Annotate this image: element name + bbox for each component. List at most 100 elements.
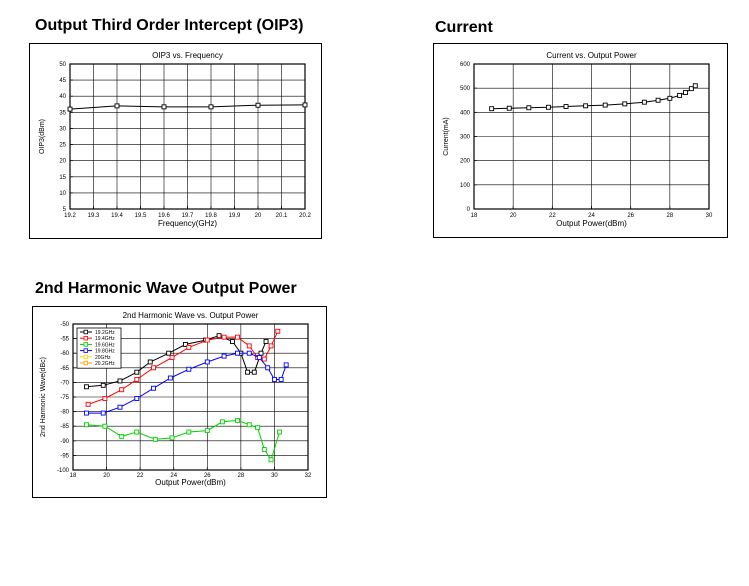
x-tick-label: 30 <box>271 473 278 479</box>
y-tick-label: 35 <box>59 110 66 116</box>
data-point-marker <box>255 425 261 431</box>
x-tick-label: 24 <box>588 213 595 219</box>
data-point-marker <box>268 457 274 463</box>
y-tick-label: 500 <box>460 86 471 92</box>
y-tick-label: -85 <box>60 424 69 430</box>
y-tick-label: -55 <box>60 337 69 343</box>
x-tick-label: 19.6 <box>158 213 170 219</box>
x-tick-label: 20.2 <box>299 213 311 219</box>
x-tick-label: 19.3 <box>88 213 100 219</box>
data-point-marker <box>186 344 192 350</box>
data-point-marker <box>169 435 175 441</box>
y-tick-label: -95 <box>60 453 69 459</box>
x-tick-label: 19.4 <box>111 213 123 219</box>
data-point-marker <box>277 429 282 435</box>
x-axis-label: Output Power(dBm) <box>155 478 226 487</box>
x-tick-label: 32 <box>305 473 312 479</box>
y-tick-label: 40 <box>59 94 66 100</box>
y-tick-label: -80 <box>60 410 69 416</box>
y-tick-label: 50 <box>59 62 66 68</box>
x-tick-label: 19.2 <box>64 213 76 219</box>
y-tick-label: 5 <box>63 207 67 213</box>
data-point-marker <box>275 328 281 334</box>
y-axis-label: Current(mA) <box>443 117 450 156</box>
y-tick-label: 30 <box>59 126 66 132</box>
data-point-marker <box>677 92 683 98</box>
x-tick-label: 28 <box>238 473 245 479</box>
data-point-marker <box>216 333 222 339</box>
x-tick-label: 19.7 <box>182 213 194 219</box>
data-point-marker <box>83 410 89 416</box>
legend-entry: 19.6GHz <box>95 342 115 348</box>
data-point-marker <box>271 377 277 382</box>
y-tick-label: 300 <box>460 135 471 141</box>
data-point-marker <box>151 365 157 371</box>
data-point-marker <box>235 417 240 423</box>
data-point-marker <box>114 103 120 109</box>
data-point-marker <box>256 355 262 361</box>
data-point-marker <box>246 422 252 428</box>
x-axis-label: Frequency(GHz) <box>158 219 217 228</box>
y-tick-label: -60 <box>60 351 69 357</box>
y-tick-label: -70 <box>60 380 69 386</box>
data-point-marker <box>134 369 140 375</box>
y-tick-label: -50 <box>60 322 69 328</box>
y-tick-label: -90 <box>60 439 69 445</box>
x-tick-label: 20 <box>103 473 110 479</box>
data-point-marker <box>134 429 140 435</box>
x-tick-label: 24 <box>170 473 177 479</box>
data-point-marker <box>100 410 106 416</box>
legend-box <box>76 327 122 369</box>
data-point-marker <box>67 106 73 112</box>
data-point-marker <box>119 433 125 439</box>
y-tick-label: 0 <box>467 207 471 213</box>
data-point-marker <box>622 101 628 107</box>
data-point-marker <box>102 396 108 401</box>
x-tick-label: 30 <box>706 213 713 219</box>
legend-swatch-marker <box>83 335 88 341</box>
data-point-marker <box>261 447 267 453</box>
data-point-marker <box>258 350 264 356</box>
legend-entry: 19.4GHz <box>95 336 115 342</box>
data-point-marker <box>166 350 172 356</box>
chart-title: 2nd Harmonic Wave vs. Output Power <box>123 311 259 320</box>
data-point-marker <box>117 378 123 384</box>
data-point-marker <box>167 375 173 381</box>
data-point-marker <box>134 377 140 382</box>
data-point-marker <box>283 362 289 368</box>
data-point-marker <box>204 428 210 434</box>
x-tick-label: 19.9 <box>229 213 241 219</box>
data-point-marker <box>134 396 140 401</box>
harmonic-chart: 2nd Harmonic Wave vs. Output Power 18 20 22… <box>32 306 327 498</box>
x-tick-label: 19.8 <box>205 213 217 219</box>
y-tick-label: 45 <box>59 78 66 84</box>
chart-frame <box>29 43 322 239</box>
data-point-marker <box>688 86 694 92</box>
data-point-marker <box>583 103 589 109</box>
data-point-marker <box>117 404 123 410</box>
data-point-marker <box>602 102 608 108</box>
data-point-marker <box>245 369 251 375</box>
data-point-marker <box>235 334 240 340</box>
data-point-marker <box>186 429 192 435</box>
legend-swatch-marker <box>83 348 88 353</box>
series-line <box>69 104 306 110</box>
y-tick-label: 200 <box>460 159 471 165</box>
data-point-marker <box>563 104 569 109</box>
data-point-marker <box>261 356 267 362</box>
legend-swatch-marker <box>83 329 88 335</box>
oip3-chart: OIP3 vs. Frequency 19.2 19.3 19.4 19.5 19.6 19… <box>29 43 322 239</box>
data-point-marker <box>100 382 106 388</box>
y-tick-label: 400 <box>460 110 471 116</box>
x-axis-label: Output Power(dBm) <box>556 219 627 228</box>
current-heading: Current <box>435 19 493 36</box>
legend-swatch-marker <box>83 360 88 366</box>
data-point-marker <box>263 339 269 344</box>
data-point-marker <box>119 387 125 393</box>
legend-entry: 20.2GHz <box>95 361 115 367</box>
y-tick-label: 10 <box>59 191 66 197</box>
x-tick-label: 20.1 <box>276 213 288 219</box>
data-point-marker <box>278 377 284 382</box>
data-point-marker <box>208 104 214 110</box>
